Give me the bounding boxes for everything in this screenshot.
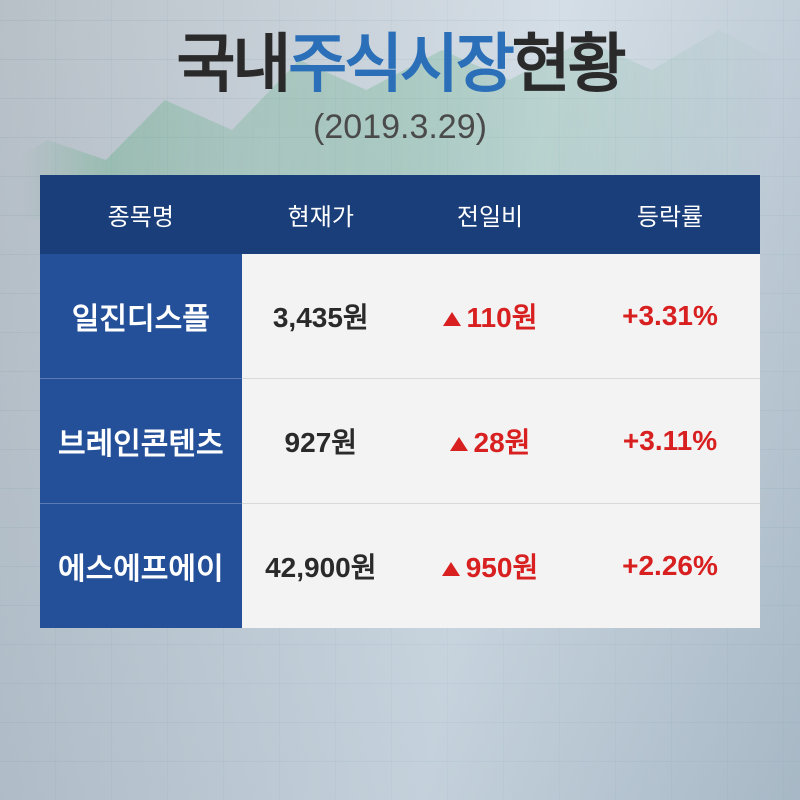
table-row: 일진디스플 3,435원 110원 +3.31% bbox=[40, 254, 760, 379]
stock-table: 종목명 현재가 전일비 등락률 일진디스플 3,435원 110원 +3.31%… bbox=[40, 175, 760, 628]
col-header-change: 전일비 bbox=[400, 175, 580, 254]
change-value: 110원 bbox=[467, 302, 538, 333]
table-header-row: 종목명 현재가 전일비 등락률 bbox=[40, 175, 760, 254]
stock-rate: +3.11% bbox=[580, 379, 760, 504]
up-triangle-icon bbox=[442, 562, 460, 576]
stock-name: 에스에프에이 bbox=[40, 504, 242, 629]
up-triangle-icon bbox=[443, 312, 461, 326]
title-segment-2: 주식시장 bbox=[288, 28, 512, 100]
stock-name: 일진디스플 bbox=[40, 254, 242, 379]
col-header-name: 종목명 bbox=[40, 175, 242, 254]
stock-price: 42,900원 bbox=[242, 504, 400, 629]
stock-price: 3,435원 bbox=[242, 254, 400, 379]
content-container: 국내주식시장현황 (2019.3.29) 종목명 현재가 전일비 등락률 일진디… bbox=[0, 0, 800, 800]
col-header-rate: 등락률 bbox=[580, 175, 760, 254]
stock-change: 110원 bbox=[400, 254, 580, 379]
change-value: 950원 bbox=[466, 552, 538, 583]
stock-rate: +3.31% bbox=[580, 254, 760, 379]
table-row: 브레인콘텐츠 927원 28원 +3.11% bbox=[40, 379, 760, 504]
up-triangle-icon bbox=[450, 437, 468, 451]
title-segment-3: 현황 bbox=[512, 28, 624, 100]
stock-price: 927원 bbox=[242, 379, 400, 504]
stock-name: 브레인콘텐츠 bbox=[40, 379, 242, 504]
change-value: 28원 bbox=[474, 427, 531, 458]
title-block: 국내주식시장현황 (2019.3.29) bbox=[176, 32, 623, 147]
stock-rate: +2.26% bbox=[580, 504, 760, 629]
title-segment-1: 국내 bbox=[176, 28, 288, 100]
table-row: 에스에프에이 42,900원 950원 +2.26% bbox=[40, 504, 760, 629]
title-date: (2019.3.29) bbox=[176, 108, 623, 147]
stock-change: 950원 bbox=[400, 504, 580, 629]
stock-change: 28원 bbox=[400, 379, 580, 504]
page-title: 국내주식시장현황 bbox=[176, 32, 623, 96]
col-header-price: 현재가 bbox=[242, 175, 400, 254]
